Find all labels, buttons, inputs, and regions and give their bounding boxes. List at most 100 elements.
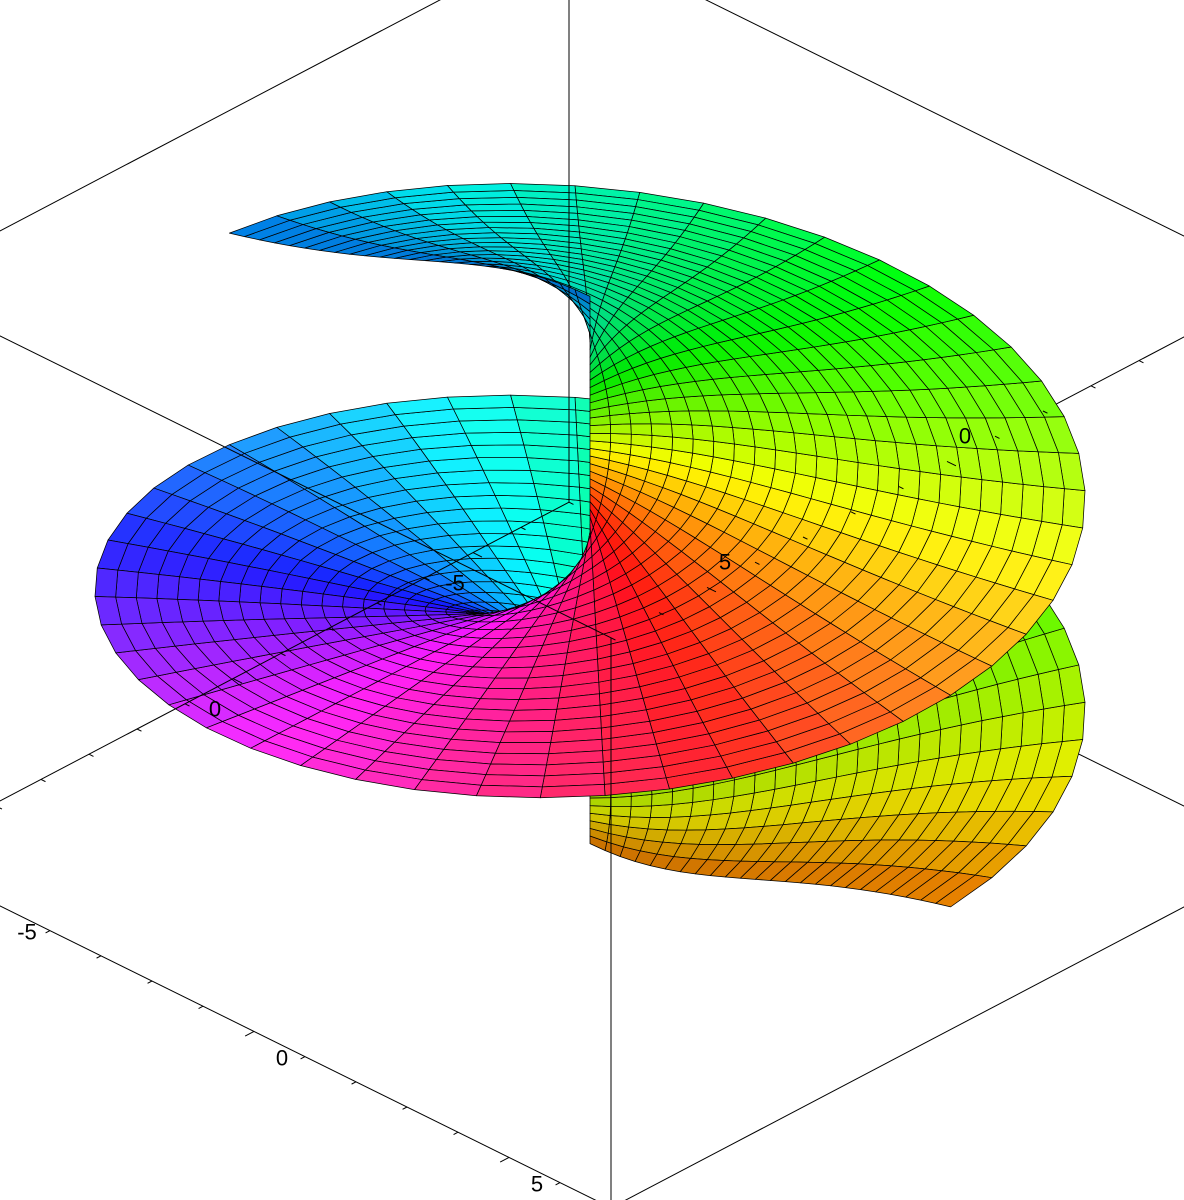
surface-facet [814, 435, 837, 460]
surface-facet [610, 424, 631, 434]
surface-facet [669, 411, 692, 425]
surface-facet [404, 610, 427, 616]
surface-facet [754, 447, 775, 469]
surface-facet [1062, 489, 1085, 528]
box-edge [0, 855, 611, 1200]
surface-facet [836, 459, 858, 486]
surface-facet [629, 817, 651, 829]
surface-facet [773, 431, 796, 453]
surface-facet [219, 581, 241, 601]
surface-facet [477, 458, 530, 471]
surface-facet [510, 709, 557, 721]
surface-facet [322, 594, 344, 607]
x-axis-top-tick [1091, 386, 1095, 388]
surface-facet [505, 720, 555, 732]
x-axis-tick [137, 729, 141, 731]
surface-facet [157, 575, 180, 600]
surface-facet [939, 474, 961, 507]
surface-facet [343, 607, 366, 617]
surface-facet [939, 725, 961, 758]
y-tick-label: -5 [17, 919, 37, 944]
surface-facet [483, 222, 534, 228]
surface-facet [260, 586, 282, 603]
surface-facet [491, 753, 549, 765]
surface-facet [95, 568, 118, 597]
x-top-tick-label: 5 [719, 549, 731, 574]
surface-facet [486, 764, 547, 776]
surface-facet [775, 450, 796, 473]
surface-facet [178, 577, 200, 600]
surface-facet [501, 508, 544, 523]
y-axis-tick [500, 1157, 509, 1162]
surface-facet [384, 609, 407, 616]
surface-facet [301, 605, 325, 618]
surface-facet [465, 432, 524, 445]
y-tick-label: 5 [531, 1171, 543, 1196]
surface-facet [239, 584, 261, 603]
surface-facet [1001, 713, 1024, 749]
surface-facet [918, 472, 940, 503]
surface-facet [590, 433, 611, 442]
surface-facet [667, 816, 690, 830]
x-tick-label: 0 [209, 697, 221, 722]
surface-facet [1021, 709, 1044, 746]
riemann-surface-plot: -505-505-505-5-2,502,5 [0, 0, 1184, 1200]
surface-facet [671, 424, 693, 439]
surface-facet [281, 589, 303, 605]
surface-facet [1021, 484, 1044, 521]
surface-facet [980, 480, 1002, 515]
surface-facet [816, 456, 838, 482]
surface-facet [672, 437, 693, 453]
surface-facet [198, 579, 220, 601]
surface-facet [322, 606, 346, 618]
surface-facet [713, 441, 734, 460]
y-axis-tick [403, 1107, 407, 1109]
surface-facet [631, 434, 652, 447]
x-axis-tick [41, 779, 45, 781]
box-edge [611, 855, 1184, 1200]
surface-facet [733, 427, 755, 446]
surface-facet [459, 420, 520, 433]
surface-facet [447, 395, 513, 409]
surface-facet [650, 804, 672, 817]
surface-facet [363, 608, 386, 617]
y-axis-tick [556, 1183, 560, 1185]
surface-facet [500, 732, 553, 743]
surface-facet [631, 424, 652, 436]
surface-facet [610, 807, 631, 817]
surface-facet [447, 184, 513, 193]
surface-facet [136, 572, 159, 598]
surface-facet [481, 775, 544, 787]
y-axis-tick [148, 981, 152, 983]
surface-facet [857, 462, 879, 490]
surface-facet [1042, 487, 1065, 525]
surface-facet [630, 412, 652, 424]
surface-facet [473, 699, 519, 711]
surface-facet [116, 570, 139, 598]
surface-facet [652, 435, 673, 450]
surface-facet [511, 395, 576, 410]
x-top-tick-label: 0 [959, 423, 971, 448]
surface-facet [692, 425, 714, 441]
surface-facet [453, 407, 517, 421]
surface-facet [483, 470, 534, 483]
y-axis-tick [199, 1006, 203, 1008]
surface-facet [301, 591, 323, 605]
surface-facet [611, 433, 632, 444]
surface-facet [648, 817, 670, 830]
surface-facet [877, 466, 899, 495]
surface-facet [689, 411, 712, 426]
surface-facet [960, 721, 982, 755]
surface-facet [794, 433, 817, 456]
x-tick-label: -5 [445, 571, 465, 596]
surface-facet [712, 426, 734, 444]
surface-facet [651, 424, 672, 437]
surface-facet [734, 444, 755, 465]
surface-facet [753, 429, 776, 450]
surface-facet [489, 483, 537, 497]
surface-facet [611, 796, 632, 806]
y-axis-tick [97, 956, 101, 958]
surface-facet [471, 445, 527, 458]
y-axis-tick [352, 1082, 356, 1084]
x-axis-top-tick [1139, 361, 1143, 363]
